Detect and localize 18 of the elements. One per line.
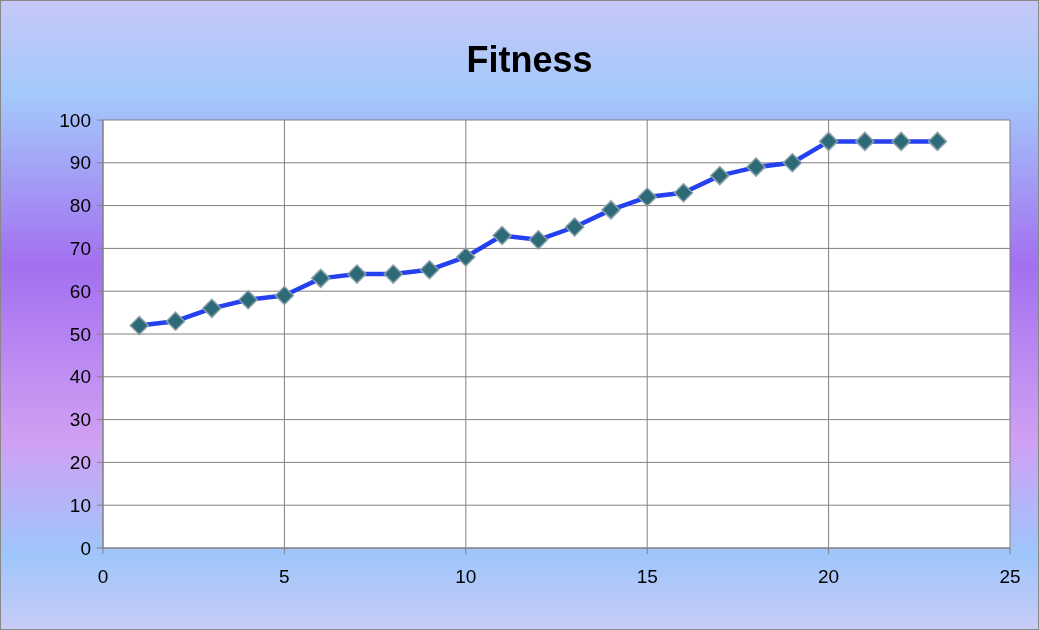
y-tick-label: 20 xyxy=(69,452,91,474)
y-tick-label: 60 xyxy=(69,280,91,302)
y-tick-label: 10 xyxy=(69,494,91,516)
x-tick-label: 5 xyxy=(279,565,290,587)
y-tick-label: 100 xyxy=(59,109,91,131)
y-tick-label: 0 xyxy=(80,537,91,559)
x-tick-label: 25 xyxy=(999,565,1021,587)
chart-title: Fitness xyxy=(466,39,593,80)
x-tick-label: 10 xyxy=(455,565,477,587)
y-tick-label: 50 xyxy=(69,323,91,345)
x-tick-label: 15 xyxy=(636,565,658,587)
x-tick-label: 0 xyxy=(97,565,109,587)
y-tick-label: 70 xyxy=(69,238,91,260)
y-tick-label: 90 xyxy=(69,152,91,174)
y-tick-label: 30 xyxy=(69,409,91,431)
y-tick-label: 40 xyxy=(69,366,91,388)
x-tick-label: 20 xyxy=(818,565,840,587)
y-tick-label: 80 xyxy=(69,195,91,217)
